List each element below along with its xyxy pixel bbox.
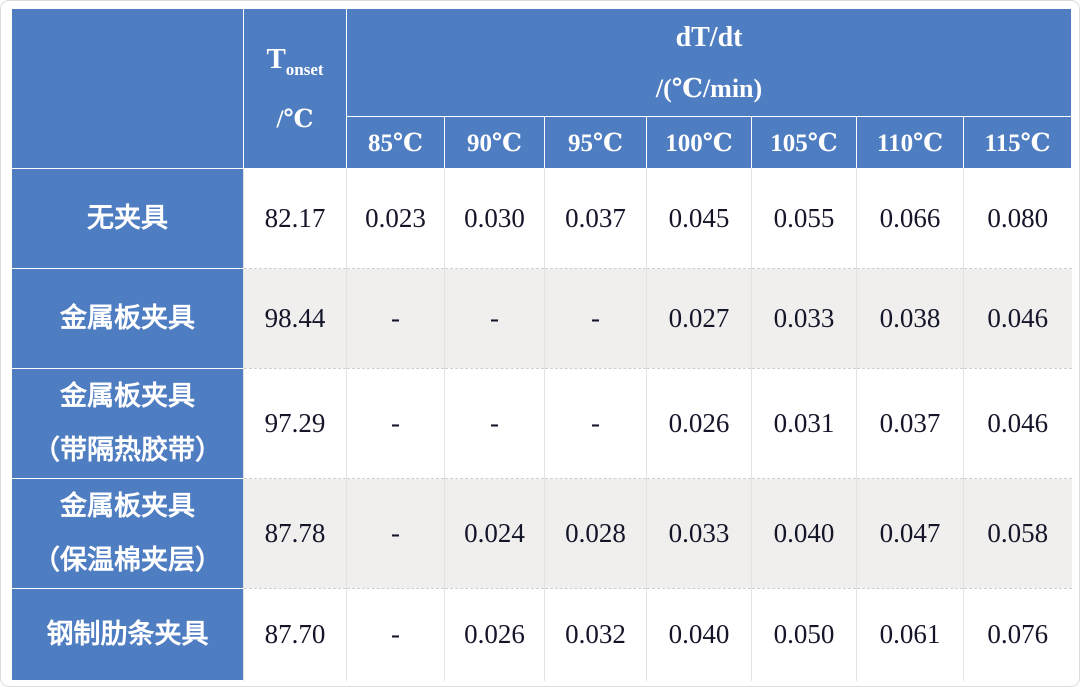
- temp-column-header-100: 100℃: [646, 116, 752, 169]
- dtdt-group-header: dT/dt /(℃/min): [345, 8, 1073, 117]
- tonset-value: 87.78: [243, 478, 347, 589]
- dtdt-value: 0.026: [646, 368, 752, 479]
- dtdt-value: 0.055: [751, 168, 857, 269]
- tonset-unit: /℃: [276, 106, 314, 134]
- tonset-value: 82.17: [243, 168, 347, 269]
- tonset-symbol: Tonset: [266, 42, 324, 79]
- dtdt-value: 0.026: [444, 588, 545, 681]
- dtdt-value: -: [444, 268, 545, 369]
- dtdt-value: 0.028: [544, 478, 647, 589]
- dtdt-value: -: [444, 368, 545, 479]
- row-label: 钢制肋条夹具: [11, 588, 244, 681]
- temp-column-header-95: 95℃: [544, 116, 647, 169]
- dtdt-value: 0.061: [856, 588, 964, 681]
- table-row: 无夹具 82.17 0.023 0.030 0.037 0.045 0.055 …: [11, 168, 1072, 269]
- dtdt-value: -: [346, 588, 445, 681]
- dtdt-value: 0.024: [444, 478, 545, 589]
- dtdt-value: 0.066: [856, 168, 964, 269]
- dtdt-value: 0.040: [751, 478, 857, 589]
- dtdt-value: -: [544, 268, 647, 369]
- tonset-value: 98.44: [243, 268, 347, 369]
- row-label: 金属板夹具 （保温棉夹层）: [11, 478, 244, 589]
- dtdt-title: dT/dt: [675, 21, 743, 53]
- dtdt-value: 0.033: [751, 268, 857, 369]
- dtdt-value: 0.023: [346, 168, 445, 269]
- temp-column-header-110: 110℃: [856, 116, 964, 169]
- dtdt-value: 0.040: [646, 588, 752, 681]
- dtdt-value: 0.038: [856, 268, 964, 369]
- table-row: 金属板夹具 （带隔热胶带） 97.29 - - - 0.026 0.031 0.0…: [11, 368, 1072, 479]
- tonset-value: 97.29: [243, 368, 347, 479]
- dtdt-value: 0.046: [962, 368, 1072, 479]
- dtdt-value: 0.032: [544, 588, 647, 681]
- row-label: 金属板夹具: [11, 268, 244, 369]
- row-label: 无夹具: [11, 168, 244, 269]
- row-label: 金属板夹具 （带隔热胶带）: [11, 368, 244, 479]
- temp-column-header-85: 85℃: [346, 116, 445, 169]
- dtdt-value: 0.037: [544, 168, 647, 269]
- dtdt-value: 0.076: [962, 588, 1072, 681]
- table-row: 金属板夹具 （保温棉夹层） 87.78 - 0.024 0.028 0.033 0…: [11, 478, 1072, 589]
- table-row: 钢制肋条夹具 87.70 - 0.026 0.032 0.040 0.050 0…: [11, 588, 1072, 681]
- tonset-column-header: Tonset /℃: [243, 8, 347, 169]
- dtdt-value: -: [544, 368, 647, 479]
- temp-column-header-105: 105℃: [751, 116, 857, 169]
- dtdt-value: 0.080: [962, 168, 1072, 269]
- dtdt-value: 0.033: [646, 478, 752, 589]
- temp-column-header-90: 90℃: [444, 116, 545, 169]
- dtdt-value: -: [346, 268, 445, 369]
- temp-column-header-115: 115℃: [962, 116, 1073, 169]
- dtdt-value: -: [346, 368, 445, 479]
- dtdt-value: 0.058: [962, 478, 1072, 589]
- corner-cell: [11, 8, 244, 169]
- dtdt-value: 0.031: [751, 368, 857, 479]
- tonset-value: 87.70: [243, 588, 347, 681]
- table-row: 金属板夹具 98.44 - - - 0.027 0.033 0.038 0.04…: [11, 268, 1072, 369]
- thermal-data-table: Tonset /℃ dT/dt /(℃/min) 85℃ 90℃ 95℃ 100…: [11, 8, 1073, 681]
- dtdt-value: 0.050: [751, 588, 857, 681]
- dtdt-value: 0.037: [856, 368, 964, 479]
- dtdt-value: 0.047: [856, 478, 964, 589]
- dtdt-value: 0.045: [646, 168, 752, 269]
- dtdt-value: -: [346, 478, 445, 589]
- dtdt-value: 0.030: [444, 168, 545, 269]
- dtdt-unit: /(℃/min): [655, 73, 763, 103]
- dtdt-value: 0.027: [646, 268, 752, 369]
- dtdt-value: 0.046: [962, 268, 1072, 369]
